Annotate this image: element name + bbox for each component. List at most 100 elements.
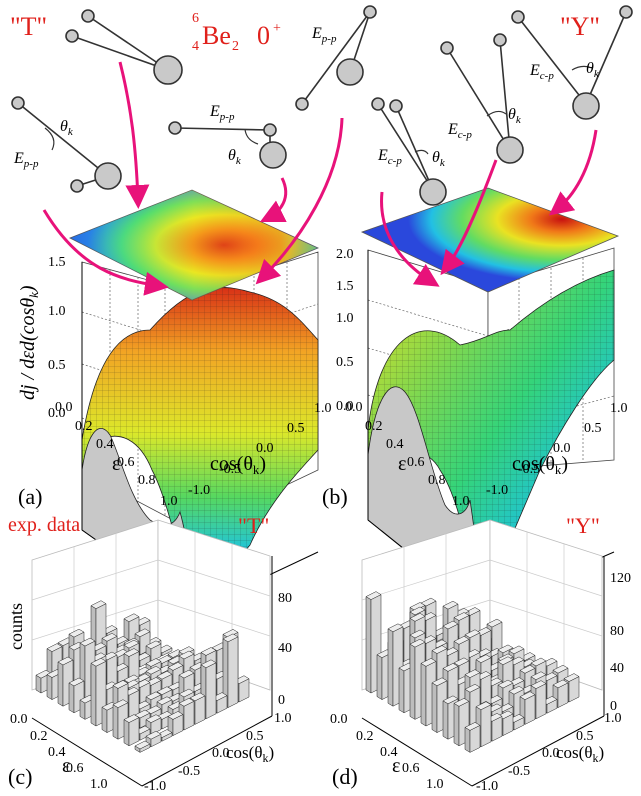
eps-ticks-d: 0.0 0.2 0.4 0.6 1.0 [330,712,444,792]
cos-tick: 0.5 [584,421,602,436]
cos-tick: -1.0 [486,483,508,498]
theta-label: θk [228,147,242,167]
arrow [255,117,344,285]
cos-tick: 0.0 [553,441,571,456]
energy-label: Ep-p [209,103,235,123]
histogram-bar-top [563,673,580,682]
nucleus-charge: 4 [192,39,199,54]
histogram-bar-top [123,613,140,623]
histogram-bar-top [453,636,470,645]
histogram-bar-side [227,636,239,709]
cos-tick: 1.0 [610,401,628,416]
eps-ticks-b: 0.0 0.2 0.4 0.6 0.8 1.0 [345,400,470,509]
config-label-t-c: "T" [238,513,269,538]
energy-label: Ec-p [447,121,472,141]
arrows [42,61,598,296]
eps-axis-label: ε [62,755,70,777]
schematic-t3 [168,121,287,169]
histogram-bar-front [101,706,108,734]
histogram-bar-top [178,697,195,707]
eps-tick: 0.2 [30,729,48,744]
core-icon [336,58,364,86]
histogram-bar-front [46,674,53,701]
energy-label: Ec-p [377,147,402,167]
histogram-bar-front [376,654,383,701]
histogram-bar-top [134,740,151,750]
histogram-bar-top [145,730,162,740]
arrow [380,191,440,287]
count-tick: 40 [278,641,292,656]
histogram-bar-top [464,722,481,731]
histogram-bar-top [508,645,525,655]
schematic-t1 [65,9,183,85]
histogram-bar-top [552,679,569,689]
floor-edge-eps [31,717,143,787]
histogram-bar-top [486,618,503,628]
histogram-bar-top [409,638,426,648]
floor-edge-eps [361,717,473,787]
eps-tick: 0.2 [75,419,93,434]
histogram-bar-top [519,691,536,700]
histogram-bar-side [480,704,492,748]
histogram-bar-top [453,657,470,667]
histogram-bar-top [409,629,426,639]
cos-tick: 1.0 [274,711,292,726]
histogram-bar-top [409,602,426,611]
arrow [42,209,169,296]
eps-tick: 0.8 [428,473,446,488]
histogram-bar-front [420,662,427,727]
nucleus-state: 0 [257,21,270,50]
core-icon [419,178,447,206]
cos-tick: 1.0 [314,401,332,416]
histogram-bar-top [145,640,162,650]
core-icon [572,92,600,120]
histogram-bar-top [222,633,239,643]
schematic-y1 [440,33,524,164]
count-tick: 80 [610,624,624,639]
eps-tick: 0.0 [10,712,28,727]
proton-icon [371,97,385,111]
z-ticks-b: 0.0 0.5 1.0 1.5 2.0 [336,247,354,414]
schematic-t3-labels: Ep-p θk [209,103,242,167]
histogram-bar-side [205,662,217,720]
counts-axis-label: counts [6,603,26,650]
proton-icon [389,99,403,113]
proton-icon [493,33,507,47]
histogram-bar-top [156,696,173,705]
histogram-bar-top [420,658,437,667]
cos-tick: -1.0 [188,483,210,498]
count-tick: 0 [278,693,285,708]
floor-edge-cos [141,715,273,787]
eps-tick: 0.6 [117,455,135,470]
schematic-y2-labels: θk Ec-p [377,147,446,169]
config-label-y: "Y" [560,12,600,41]
arrow [118,61,150,209]
proton-icon [168,121,182,135]
z-tick: 1.0 [336,311,354,326]
cos-tick: -1.0 [144,779,166,794]
eps-ticks-c: 0.0 0.2 0.4 0.6 1.0 [10,712,108,792]
histogram-bar-top [90,657,107,667]
arrow [440,159,498,276]
z-ticks-a: 0.0 0.5 1.0 1.5 [48,255,66,421]
back-wall-right [157,519,271,691]
histogram-bar-top [497,656,514,666]
histogram-bar-top [79,637,96,647]
nucleus-title: 6 4 Be 2 0 + [192,11,281,54]
histogram-bar-top [552,664,569,674]
cos-tick: 0.5 [576,729,594,744]
histogram-bar-top [530,657,547,667]
eps-ticks-a: 0.0 0.2 0.4 0.6 0.8 1.0 [55,400,178,509]
cos-axis-label: cos(θk) [512,453,568,477]
histogram-bar-top [464,629,481,639]
histogram-bar-top [519,664,536,674]
histogram-bar-top [497,679,514,689]
theta-label: θk [432,149,446,169]
z-tick: 0.5 [48,358,66,373]
eps-axis-label: ε [392,755,400,777]
histogram-bar-front [398,667,405,714]
cos-tick: 0.0 [212,746,230,761]
histogram-bar-top [409,613,426,622]
energy-label: Ep-p [13,150,39,170]
histogram-bar-front [387,628,394,707]
